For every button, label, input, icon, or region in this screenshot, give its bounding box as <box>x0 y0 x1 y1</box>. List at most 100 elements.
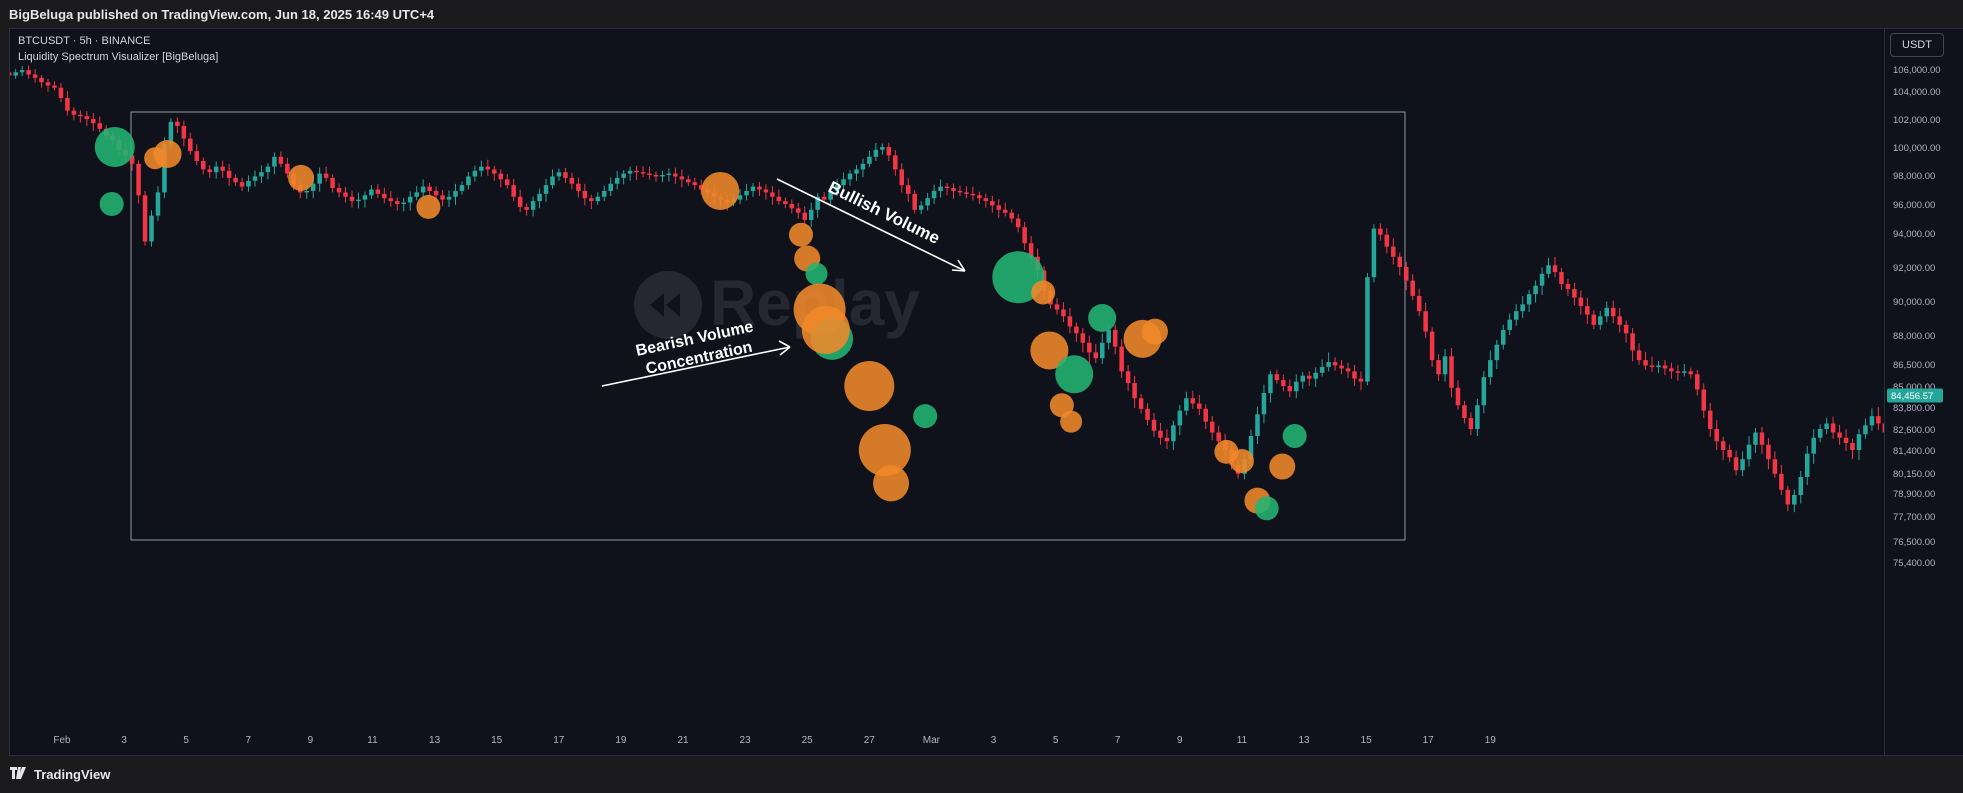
bullish-volume-bubble <box>1254 496 1279 521</box>
candle-body <box>990 201 995 206</box>
candle-body <box>634 170 639 173</box>
price-tick-label: 96,000.00 <box>1893 200 1935 211</box>
time-tick-label: 13 <box>429 735 441 746</box>
candle-body <box>1494 344 1500 361</box>
bearish-volume-bubble <box>1060 410 1083 433</box>
candle-body <box>149 215 154 242</box>
candle-body <box>1792 494 1797 505</box>
candle-body <box>459 185 465 191</box>
candle-body <box>1209 421 1215 433</box>
candle-body <box>808 209 814 220</box>
time-tick-label: 21 <box>677 735 689 746</box>
chart-pane[interactable]: BTCUSDT · 5h · BINANCE Liquidity Spectru… <box>9 28 1885 756</box>
candle-body <box>259 172 264 177</box>
candle-body <box>1442 356 1448 375</box>
time-tick-label: 5 <box>183 735 189 746</box>
candle-body <box>828 190 833 200</box>
candle-body <box>10 72 12 76</box>
time-tick-label: 25 <box>802 735 814 746</box>
candle-body <box>1248 436 1254 460</box>
candle-body <box>1662 365 1668 369</box>
candle-body <box>233 177 238 183</box>
candle-body <box>608 183 613 191</box>
candle-body <box>1572 289 1577 298</box>
price-tick-label: 102,000.00 <box>1893 115 1941 126</box>
candle-body <box>1429 331 1435 361</box>
candle-body <box>1785 489 1791 505</box>
time-tick-label: 7 <box>246 735 252 746</box>
currency-button[interactable]: USDT <box>1890 33 1944 57</box>
candle-body <box>640 172 646 174</box>
indicator-legend[interactable]: Liquidity Spectrum Visualizer [BigBeluga… <box>18 51 219 63</box>
candle-body <box>420 186 426 193</box>
candle-body <box>1675 371 1681 373</box>
candle-body <box>1197 403 1202 409</box>
candle-body <box>1526 294 1532 305</box>
range-box <box>130 111 1406 541</box>
time-tick-label: 19 <box>615 735 627 746</box>
time-axis: Feb 3 5 7 9 11 13 15 17 19 21 23 25 27 Mar 3 5 7 9 11 13 15 17… <box>53 735 1496 746</box>
bearish-arrow-line <box>601 346 791 387</box>
candle-body <box>737 195 743 200</box>
candle-body <box>977 195 982 199</box>
time-tick-label: Mar <box>923 735 941 746</box>
candle-body <box>1759 432 1765 445</box>
candle-body <box>1830 423 1836 433</box>
candle-body <box>1695 374 1700 390</box>
candle-body <box>1074 326 1079 334</box>
candle-body <box>893 155 898 170</box>
candle-body <box>576 183 581 191</box>
candle-body <box>1481 377 1487 406</box>
candle-body <box>142 195 148 242</box>
candle-body <box>285 163 290 174</box>
price-tick-label: 80,150.00 <box>1893 469 1935 480</box>
candle-body <box>1054 304 1060 310</box>
candle-body <box>880 147 885 150</box>
candle-body <box>1817 429 1823 438</box>
candle-body <box>175 121 180 126</box>
candle-body <box>485 166 491 170</box>
price-tick-label: 75,400.00 <box>1893 558 1935 569</box>
candle-body <box>1863 425 1868 435</box>
candle-body <box>1656 365 1661 367</box>
top-bar: BigBeluga published on TradingView.com, … <box>0 0 1963 28</box>
candle-body <box>589 198 594 202</box>
candle-body <box>472 170 478 177</box>
candle-body <box>1720 441 1726 450</box>
time-tick-label: 5 <box>1053 735 1059 746</box>
bearish-volume-bubble <box>288 164 315 191</box>
candle-body <box>964 192 969 194</box>
bearish-volume-bubble <box>801 305 850 354</box>
candle-body <box>1061 309 1066 317</box>
candle-body <box>65 98 70 111</box>
candle-body <box>1850 443 1855 450</box>
candle-body <box>1843 437 1849 443</box>
price-axis[interactable]: 106,000.00 104,000.00 102,000.00 100,000.00… <box>1885 28 1963 756</box>
bearish-volume-bubble <box>1214 439 1239 464</box>
price-tick-label: 98,000.00 <box>1893 171 1935 182</box>
candle-body <box>996 205 1002 210</box>
candle-body <box>1727 450 1732 458</box>
candle-body <box>71 110 77 115</box>
candle-body <box>1565 284 1571 290</box>
tradingview-brand[interactable]: TradingView <box>10 767 110 782</box>
candle-body <box>446 196 452 200</box>
time-tick-label: 9 <box>1177 735 1183 746</box>
bearish-volume-bubble <box>873 465 910 502</box>
bullish-volume-bubble <box>1282 424 1307 448</box>
symbol-legend[interactable]: BTCUSDT · 5h · BINANCE <box>18 35 151 47</box>
candle-body <box>1513 311 1519 320</box>
bottom-bar: TradingView <box>0 756 1963 793</box>
candle-body <box>213 166 219 173</box>
candle-body <box>757 186 762 190</box>
time-tick-label: 15 <box>491 735 503 746</box>
candle-body <box>1643 360 1648 366</box>
candle-body <box>19 70 25 73</box>
candle-body <box>1740 459 1745 471</box>
time-tick-label: 19 <box>1485 735 1497 746</box>
candle-body <box>1099 342 1105 359</box>
candle-body <box>1416 295 1422 312</box>
candle-body <box>362 195 368 200</box>
price-tick-label: 86,500.00 <box>1893 360 1935 371</box>
